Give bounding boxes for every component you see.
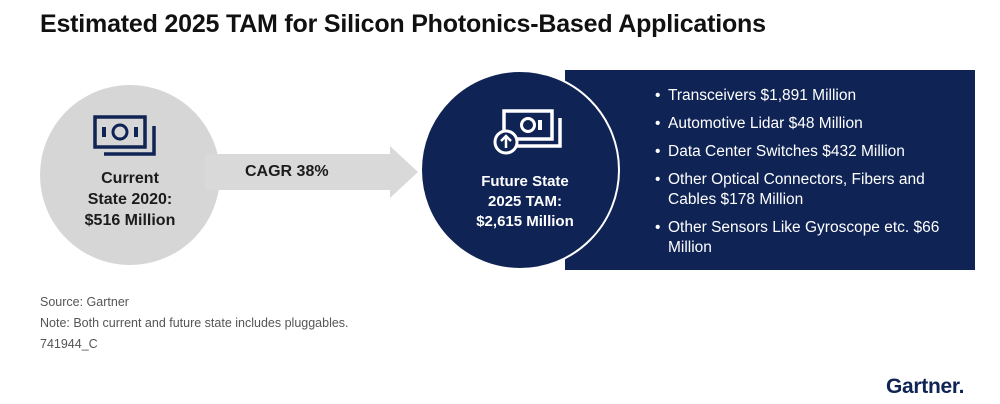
list-item: Data Center Switches $432 Million [655, 142, 970, 162]
future-line-3: $2,615 Million [476, 213, 574, 230]
list-item: Automotive Lidar $48 Million [655, 114, 970, 134]
source-note: Source: Gartner [40, 295, 129, 309]
growth-arrow [205, 146, 418, 198]
logo-text: Gartner [886, 375, 959, 398]
current-state-circle [40, 85, 220, 265]
future-line-1: Future State [481, 173, 569, 190]
list-item: Transceivers $1,891 Million [655, 86, 970, 106]
pluggables-note: Note: Both current and future state incl… [40, 316, 349, 330]
footnotes: Source: Gartner Note: Both current and f… [40, 292, 349, 355]
current-state-label: Current State 2020: $516 Million [55, 168, 205, 231]
future-line-2: 2025 TAM: [488, 193, 562, 210]
current-line-2: State 2020: [87, 191, 173, 208]
list-item: Other Optical Connectors, Fibers and Cab… [655, 170, 970, 210]
money-growth-icon [493, 109, 562, 155]
future-state-label: Future State 2025 TAM: $2,615 Million [455, 172, 595, 232]
document-id: 741944_C [40, 337, 98, 351]
page-title: Estimated 2025 TAM for Silicon Photonics… [40, 10, 766, 38]
list-item: Other Sensors Like Gyroscope etc. $66 Mi… [655, 218, 970, 258]
current-line-1: Current [101, 170, 159, 187]
cagr-label: CAGR 38% [245, 163, 329, 180]
future-state-circle [420, 70, 620, 270]
current-line-3: $516 Million [84, 212, 176, 229]
applications-list: Transceivers $1,891 Million Automotive L… [655, 86, 970, 266]
gartner-logo: Gartner. [886, 375, 965, 398]
money-icon [93, 115, 156, 156]
